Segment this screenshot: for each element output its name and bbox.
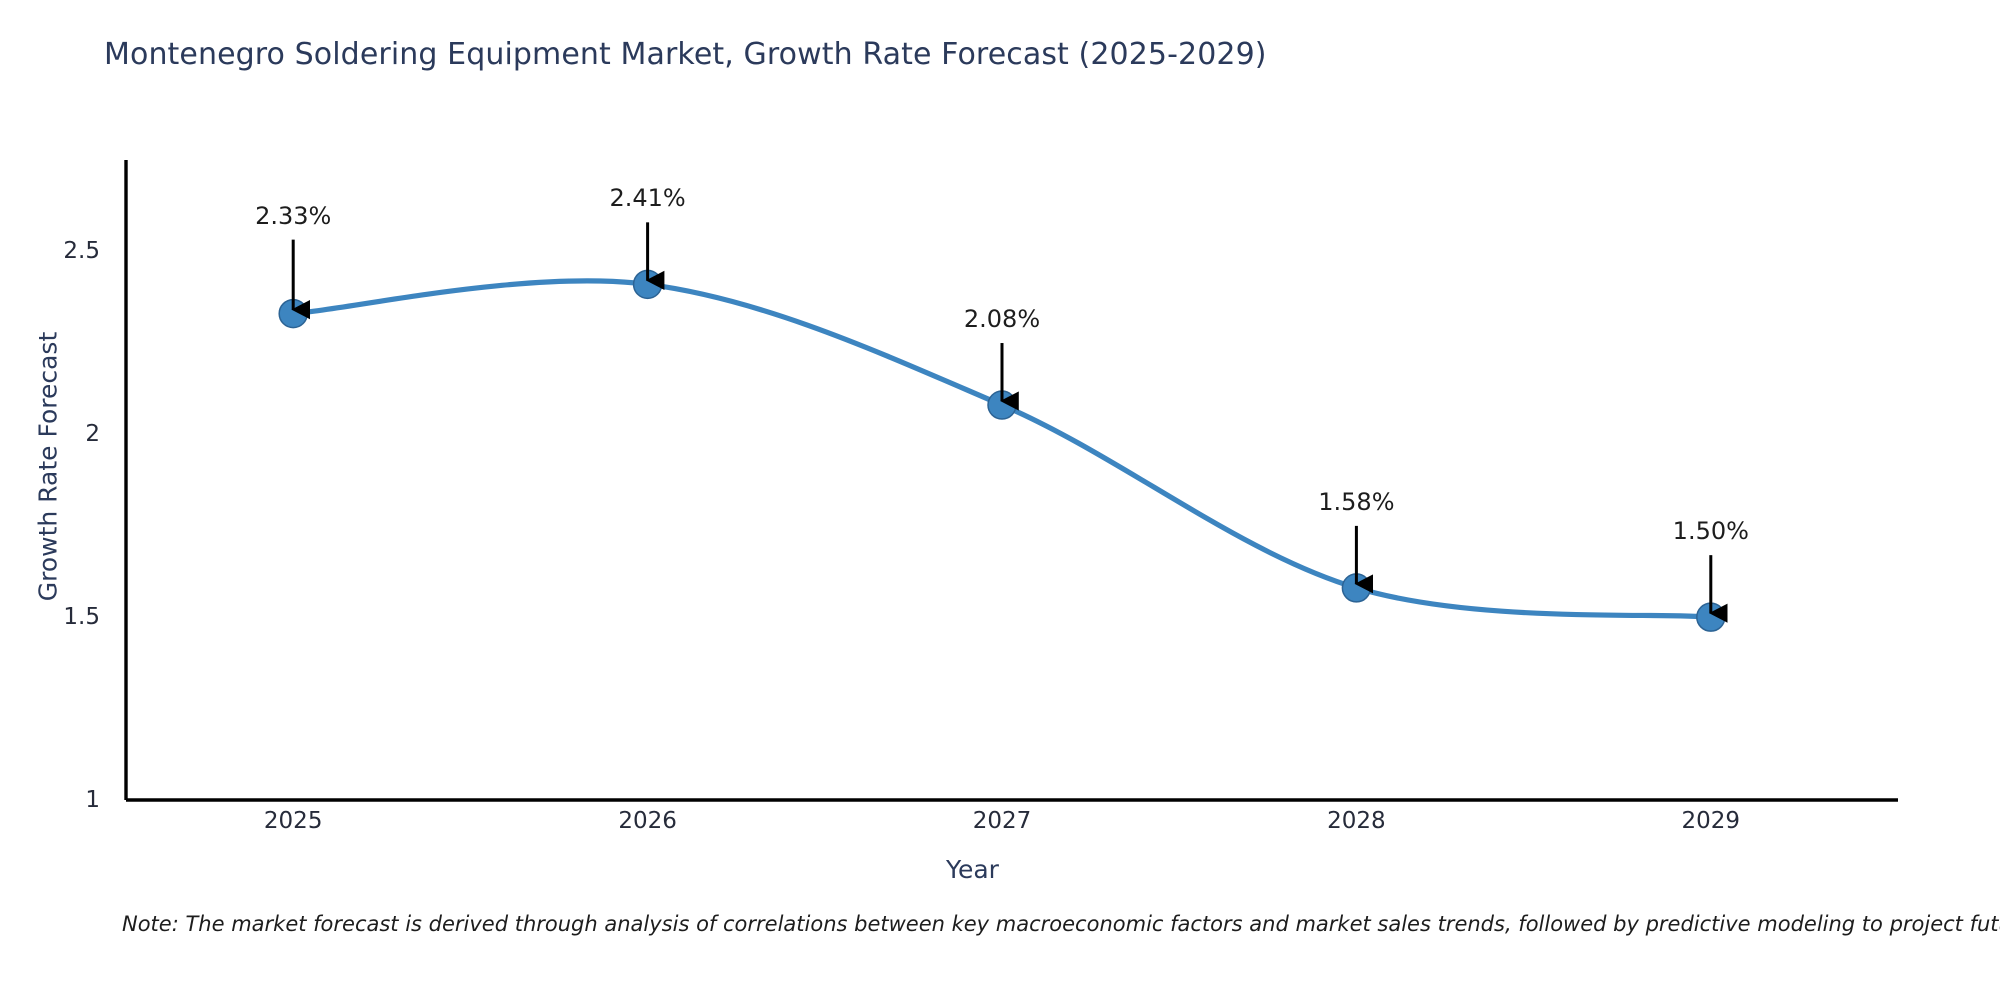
axis-spines xyxy=(124,160,1898,802)
x-tick-label: 2027 xyxy=(972,808,1032,834)
data-label: 2.41% xyxy=(609,184,686,213)
y-tick-label: 1 xyxy=(85,787,100,813)
x-tick-label: 2029 xyxy=(1681,808,1741,834)
x-tick-label: 2025 xyxy=(263,808,323,834)
chart-footnote: Note: The market forecast is derived thr… xyxy=(122,912,2000,936)
x-axis-label: Year xyxy=(0,855,2000,884)
y-tick-label: 1.5 xyxy=(63,604,100,631)
y-tick-labels: 1 1.5 2 2.5 xyxy=(0,0,100,1000)
data-label: 1.58% xyxy=(1318,487,1395,516)
data-label: 1.50% xyxy=(1672,517,1749,546)
data-label: 2.08% xyxy=(963,305,1041,334)
chart-title: Montenegro Soldering Equipment Market, G… xyxy=(104,37,1267,72)
annotation-arrows xyxy=(291,222,1728,623)
data-label: 2.33% xyxy=(255,201,332,230)
x-axis-label-text: Year xyxy=(946,855,999,884)
y-tick-label: 2 xyxy=(85,421,100,448)
x-tick-label: 2028 xyxy=(1327,808,1386,834)
x-tick-label: 2026 xyxy=(618,808,677,834)
y-tick-label: 2.5 xyxy=(63,238,100,265)
